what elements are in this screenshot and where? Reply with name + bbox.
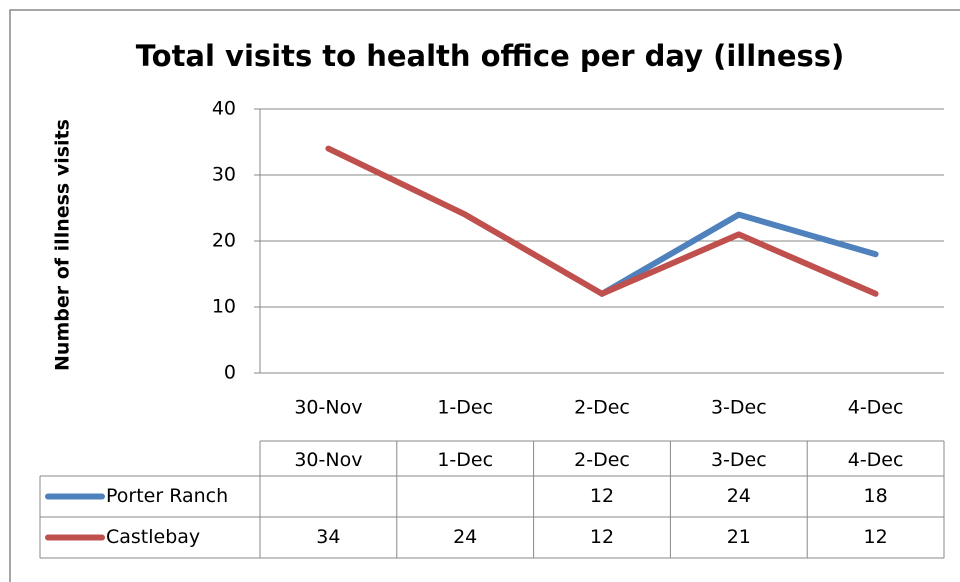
chart-title: Total visits to health office per day (i…	[136, 39, 845, 73]
x-tick-label: 30-Nov	[294, 397, 362, 419]
table-header: 4-Dec	[848, 449, 904, 471]
table-value: 12	[590, 526, 614, 548]
chart-border	[9, 9, 960, 582]
y-tick-label: 0	[224, 362, 236, 384]
table-value: 18	[864, 485, 888, 507]
table-value: 24	[727, 485, 751, 507]
x-tick-label: 4-Dec	[848, 397, 904, 419]
table-value: 24	[453, 526, 477, 548]
series-line	[325, 145, 879, 297]
y-tick-label: 10	[212, 296, 236, 318]
y-tick-label: 30	[212, 164, 236, 186]
table-header: 3-Dec	[711, 449, 767, 471]
table-value: 12	[864, 526, 888, 548]
x-tick-label: 2-Dec	[574, 397, 630, 419]
x-tick-label: 3-Dec	[711, 397, 767, 419]
x-tick-label: 1-Dec	[437, 397, 493, 419]
table-header: 2-Dec	[574, 449, 630, 471]
legend-label: Castlebay	[106, 526, 200, 548]
y-axis-label: Number of illness visits	[52, 119, 74, 371]
legend-label: Porter Ranch	[106, 485, 228, 507]
y-tick-label: 40	[212, 98, 236, 120]
table-value: 21	[727, 526, 751, 548]
table-header: 1-Dec	[437, 449, 493, 471]
table-header: 30-Nov	[294, 449, 362, 471]
series-line	[599, 211, 879, 297]
table-value: 12	[590, 485, 614, 507]
y-tick-label: 20	[212, 230, 236, 252]
table-value: 34	[316, 526, 340, 548]
